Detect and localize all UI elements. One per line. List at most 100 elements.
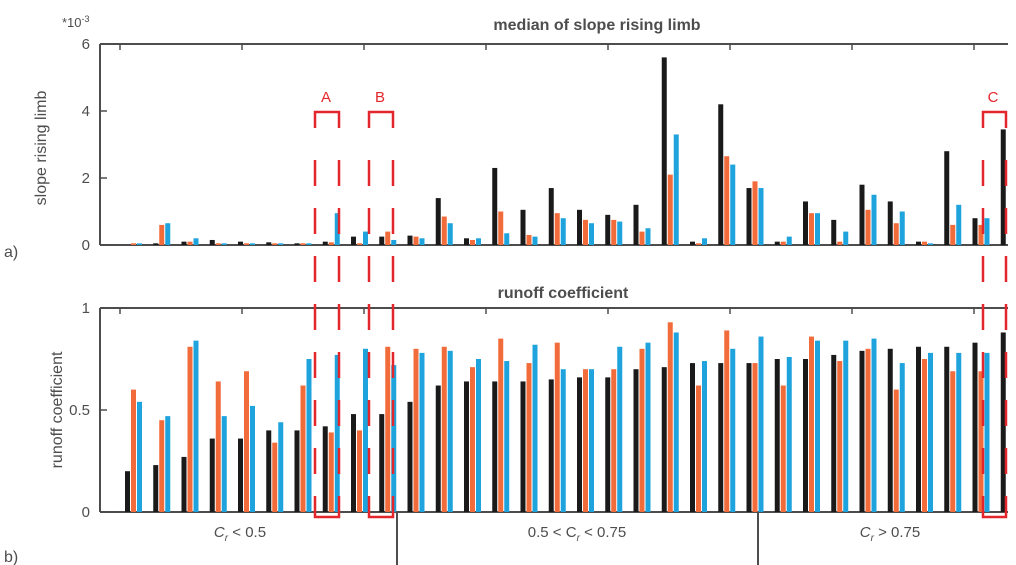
panel-a-bar-s1-19: [667, 174, 673, 245]
panel-a-bar-s0-4: [238, 241, 243, 245]
group-label-low-sub: r: [225, 533, 229, 544]
panel-b-bar-s2-21: [730, 348, 736, 512]
panel-b-bar-s2-1: [165, 416, 171, 512]
panel-a-bar-s0-18: [633, 204, 639, 245]
panel-b-bar-s0-26: [859, 350, 865, 512]
panel-a-bar-s2-5: [278, 243, 284, 245]
panel-a-bar-s0-2: [181, 241, 187, 245]
panel-a-bar-s1-5: [272, 243, 278, 245]
panel-b-bar-s0-23: [774, 359, 780, 512]
panel-a-bar-s0-27: [887, 201, 893, 245]
panel-b-bar-s2-8: [363, 348, 368, 512]
panel-b-bar-s1-19: [667, 322, 673, 512]
panel-b-bar-s0-10: [407, 401, 413, 512]
panel-b-bar-s0-13: [492, 381, 498, 512]
panel-a-bar-s0-25: [831, 219, 837, 245]
marker-b-top-brace: [367, 110, 395, 128]
panel-a-bar-s0-28: [916, 241, 921, 245]
panel-a-y-tick-label: 0: [82, 237, 90, 254]
panel-b-bar-s0-22: [746, 363, 752, 512]
panel-b-bar-s2-16: [589, 369, 594, 512]
panel-a-bar-s2-29: [956, 204, 962, 245]
panel-b-bar-s1-8: [357, 430, 362, 512]
panel-a-bar-s1-4: [244, 243, 249, 245]
panel-a-bar-s1-0: [131, 243, 136, 245]
panel-b-bar-s2-13: [504, 361, 510, 512]
panel-b-bar-s2-19: [673, 332, 679, 512]
panel-a-bar-s1-28: [922, 241, 927, 245]
group-label-mid-post: < 0.75: [580, 524, 626, 541]
panel-a-bar-s0-9: [379, 236, 385, 245]
panel-b-ylabel: runoff coefficient: [49, 351, 66, 468]
panel-a-bar-s2-14: [532, 236, 538, 245]
panel-b-bar-s1-11: [441, 346, 447, 512]
panel-b-bar-s0-9: [379, 414, 385, 512]
panel-b-bar-s1-29: [950, 371, 956, 512]
panel-a-title: median of slope rising limb: [493, 17, 700, 34]
panel-a-bar-s2-9: [391, 239, 397, 245]
panel-b-bar-s2-0: [137, 401, 142, 512]
panel-b-bar-s0-25: [831, 354, 837, 512]
marker-brackets: [313, 110, 1008, 519]
panel-a-exponent: *10-3: [62, 14, 90, 30]
panel-a-bar-s2-1: [165, 223, 171, 245]
panel-b-bar-s0-31: [1000, 332, 1006, 512]
panel-a-bar-s0-8: [351, 236, 356, 245]
panel-b-bar-s0-7: [322, 426, 328, 512]
panel-b-bar-s1-12: [470, 367, 475, 512]
panel-a-bar-s0-10: [407, 235, 413, 245]
panel-b-bar-s0-2: [181, 456, 187, 512]
panel-a-bar-s2-17: [617, 221, 623, 245]
panel-b-bar-s1-1: [159, 420, 165, 512]
panel-b-bar-s2-6: [306, 359, 312, 512]
panel-b-bar-s0-30: [972, 342, 978, 512]
group-label-low-pre: C: [214, 524, 225, 541]
marker-label-a: A: [321, 89, 331, 106]
group-label-low: Cr < 0.5: [214, 524, 266, 544]
panel-a-bar-s0-31: [1000, 129, 1006, 245]
panel-b-bar-s1-22: [752, 363, 758, 512]
panel-a-bar-s2-19: [673, 134, 679, 245]
panel-a-bar-s2-6: [306, 243, 312, 245]
panel-a-bar-s0-5: [266, 242, 272, 245]
panel-b-bar-s2-30: [984, 352, 990, 512]
panel-b-bar-s2-2: [193, 340, 199, 512]
panel-a-bar-s2-0: [137, 243, 142, 245]
panel-b-bar-s0-16: [577, 377, 582, 512]
group-label-high-pre: C: [860, 524, 871, 541]
panel-a-bar-s1-23: [780, 241, 786, 245]
panel-a-bar-s1-11: [441, 216, 447, 245]
panel-b-bar-s1-23: [780, 385, 786, 512]
panel-a-bar-s1-3: [215, 243, 221, 245]
panel-a-bar-s2-30: [984, 218, 990, 245]
panel-a-bar-s1-18: [639, 231, 645, 245]
panel-a-bar-s1-24: [809, 213, 814, 245]
panel-b-title: runoff coefficient: [498, 285, 629, 302]
panel-b-bar-s0-27: [887, 348, 893, 512]
panel-b-bar-s1-13: [498, 338, 504, 512]
panel-a-bar-s2-4: [250, 243, 255, 245]
panel-b-bar-s2-18: [645, 342, 651, 512]
panel-a-bar-s0-3: [209, 239, 215, 245]
panel-a-bar-s1-7: [328, 242, 334, 245]
panel-b-bar-s0-12: [464, 381, 469, 512]
panel-b-plot: 00.51: [69, 300, 1008, 565]
panel-a-bar-s1-15: [554, 213, 560, 245]
panel-a-bar-s1-20: [696, 243, 701, 245]
panel-b-y-tick-label: 1: [82, 300, 90, 317]
marker-label-c: C: [988, 89, 999, 106]
panel-b-bar-s2-10: [419, 352, 425, 512]
panel-b-bar-s1-21: [724, 330, 730, 512]
panel-a-bar-s0-1: [153, 243, 159, 245]
panel-a-bar-s0-23: [774, 241, 780, 245]
panel-b-bar-s0-28: [916, 346, 921, 512]
panel-b-bar-s1-20: [696, 385, 701, 512]
panel-a-plot: 0 2 4 6: [82, 36, 1008, 254]
panel-a-bar-s1-16: [583, 219, 588, 245]
panel-a-bar-s2-23: [786, 236, 792, 245]
panel-a-bar-s0-24: [803, 201, 808, 245]
panel-a-bar-s0-30: [972, 218, 978, 245]
marker-a-bottom-brace: [313, 506, 341, 519]
panel-b-bar-s2-20: [702, 361, 707, 512]
